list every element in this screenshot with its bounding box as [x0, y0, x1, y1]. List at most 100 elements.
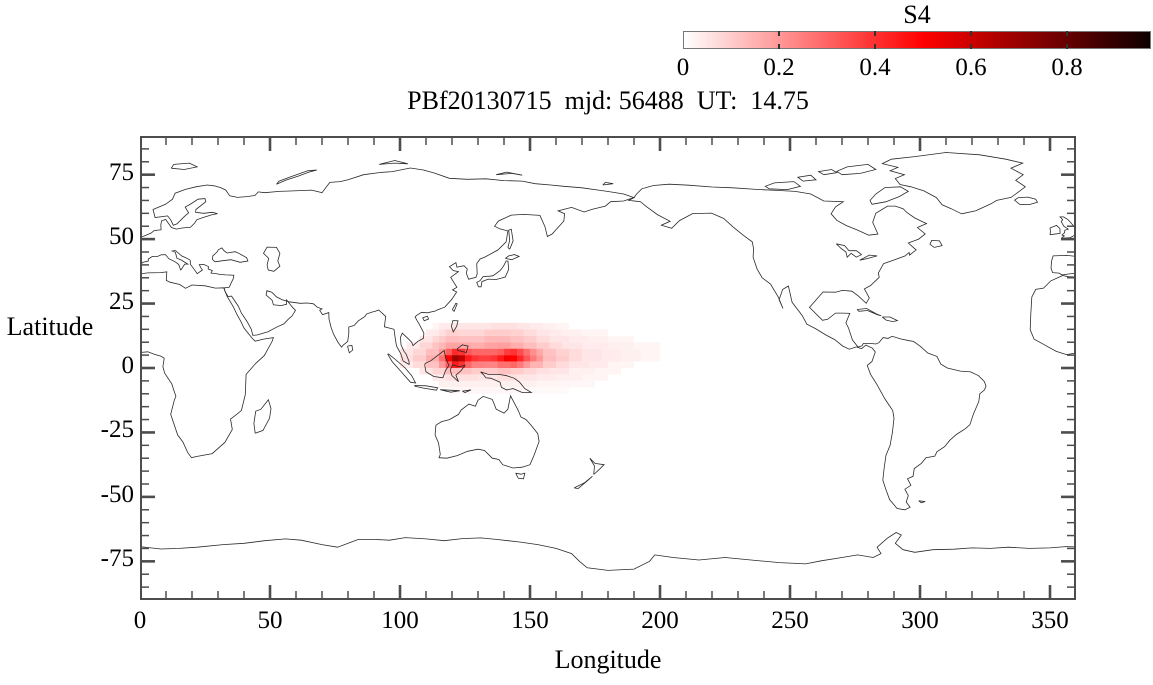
x-tick-label: 0 — [133, 607, 147, 634]
heatmap-cell — [569, 335, 589, 343]
heatmap-cell — [582, 329, 608, 336]
heatmap-cell — [452, 348, 459, 356]
heatmap-cell — [478, 322, 491, 330]
heatmap-cell — [569, 355, 582, 362]
colorbar-tick-mark — [874, 31, 876, 36]
heatmap-cell — [439, 329, 446, 336]
coastline — [212, 247, 249, 263]
heatmap-cell — [536, 374, 556, 381]
heatmap-cell — [439, 355, 446, 362]
coastline — [602, 181, 614, 186]
heatmap-cell — [640, 348, 660, 356]
heatmap-cell — [510, 368, 524, 375]
heatmap-cell — [439, 342, 446, 349]
heatmap-cell — [523, 335, 537, 343]
x-tick-label: 200 — [641, 607, 679, 634]
heatmap-cell — [556, 348, 569, 356]
heatmap-cell — [432, 368, 446, 375]
y-tick-label: 75 — [109, 158, 134, 186]
coastline — [140, 271, 274, 459]
heatmap-cell — [458, 335, 472, 343]
heatmap-cell — [432, 374, 446, 381]
heatmap-cell — [419, 335, 433, 343]
heatmap-cell — [523, 329, 537, 336]
heatmap-cell — [452, 387, 491, 394]
heatmap-cell — [458, 368, 472, 375]
heatmap-cell — [458, 380, 485, 388]
heatmap-cell — [471, 329, 485, 336]
coastline — [262, 246, 281, 272]
coastline — [882, 316, 899, 323]
colorbar-tick-label: 0.6 — [955, 54, 987, 81]
heatmap-cell — [523, 368, 537, 375]
heatmap-cell — [458, 355, 465, 362]
heatmap-cell — [484, 348, 498, 356]
coastline — [929, 239, 943, 248]
heatmap-cell — [400, 361, 413, 368]
heatmap-cell — [400, 355, 413, 362]
coastline — [589, 457, 605, 475]
coastline — [1013, 196, 1039, 206]
heatmap-cell — [426, 348, 439, 356]
heatmap-cell — [530, 361, 543, 368]
heatmap-cell — [497, 374, 517, 381]
coastline — [574, 475, 593, 490]
coastline — [434, 394, 540, 469]
heatmap-cell — [458, 329, 472, 336]
coastline — [515, 472, 526, 480]
heatmap-cell — [530, 355, 537, 362]
heatmap-cell — [497, 335, 511, 343]
heatmap-cell — [549, 342, 563, 349]
heatmap-cell — [471, 361, 485, 368]
heatmap-cell — [478, 355, 485, 362]
heatmap-cell — [504, 355, 511, 362]
heatmap-cell — [439, 361, 446, 368]
heatmap-cell — [556, 355, 569, 362]
heatmap-cell — [536, 329, 550, 336]
heatmap-cell — [640, 355, 660, 362]
heatmap-cell — [562, 380, 595, 388]
coastline — [817, 169, 838, 176]
heatmap-cell — [465, 355, 472, 362]
colorbar-tick-mark — [778, 44, 780, 49]
heatmap-cell — [582, 348, 602, 356]
heatmap-cell — [562, 329, 582, 336]
colorbar-tick-mark — [1066, 44, 1068, 49]
coastline — [462, 389, 472, 393]
coastline — [796, 174, 817, 182]
colorbar-tick-mark — [970, 31, 972, 36]
heatmap-cell — [452, 361, 459, 368]
heatmap-cell — [536, 380, 563, 388]
heatmap-cell — [504, 348, 511, 356]
heatmap-cell — [549, 329, 563, 336]
colorbar-tick-label: 0.2 — [763, 54, 795, 81]
coastline — [918, 500, 926, 504]
heatmap-cell — [439, 335, 446, 343]
heatmap-cell — [569, 348, 582, 356]
heatmap-cell — [426, 355, 439, 362]
heatmap-cell — [484, 335, 498, 343]
heatmap-cell — [445, 329, 459, 336]
heatmap-cell — [517, 361, 524, 368]
heatmap-cell — [543, 348, 556, 356]
heatmap-cell — [569, 368, 595, 375]
y-tick-label: 0 — [121, 352, 135, 379]
coastline — [505, 254, 521, 261]
colorbar-tick-label: 0.8 — [1051, 54, 1083, 81]
heatmap-cell — [452, 322, 465, 330]
coastline — [480, 371, 533, 393]
coastline — [496, 171, 523, 176]
heatmap-cell — [582, 342, 608, 349]
heatmap-cell — [536, 342, 550, 349]
heatmap-cell — [634, 342, 660, 349]
coastline — [507, 228, 514, 250]
heatmap-cell — [621, 355, 641, 362]
heatmap-cell — [413, 355, 426, 362]
coastline — [440, 389, 460, 393]
heatmap-cell — [523, 348, 530, 356]
coastline — [451, 320, 459, 333]
heatmap-cell — [588, 335, 608, 343]
heatmap-cell — [595, 368, 621, 375]
heatmap-cell — [445, 355, 452, 362]
